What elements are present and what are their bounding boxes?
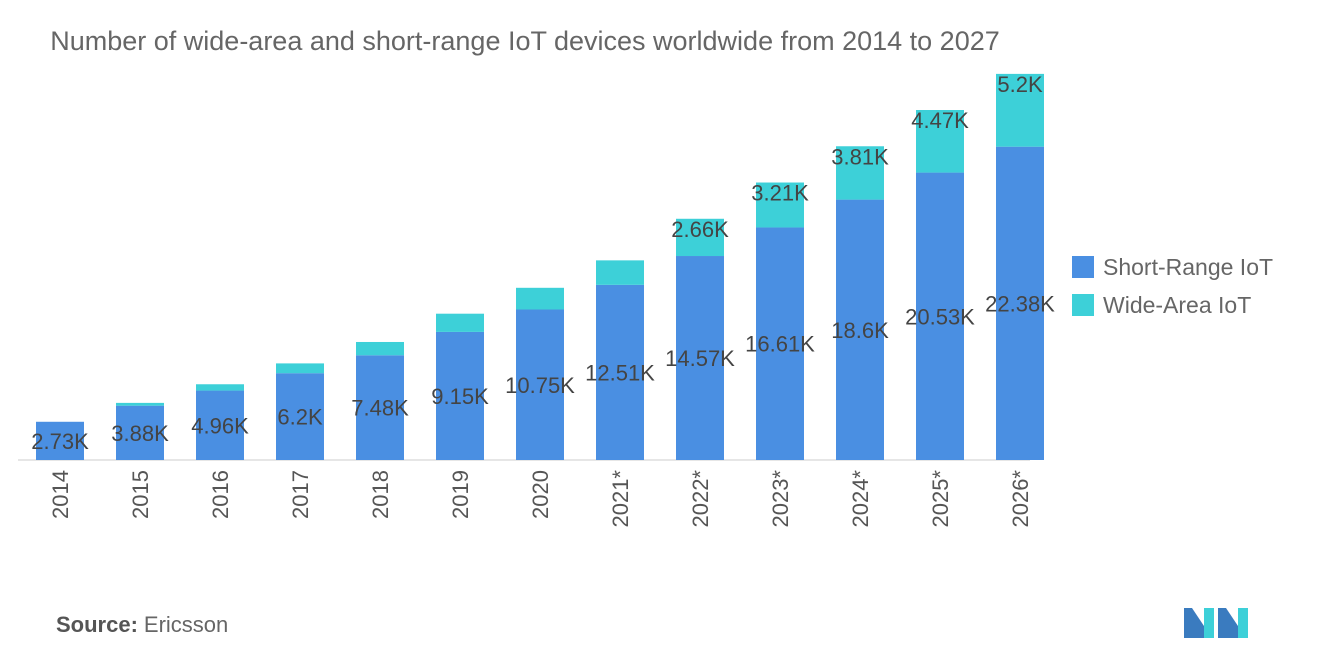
x-tick-label-11: 2025*: [928, 470, 953, 528]
label-short-range-1: 3.88K: [111, 421, 169, 446]
label-wide-area-10: 3.81K: [831, 144, 889, 169]
label-short-range-2: 4.96K: [191, 413, 249, 438]
x-tick-labels-group: 2014 2015 2016 2017 2018 2019 2020 2021* 2022* 20…: [48, 470, 1033, 528]
x-tick-label-2: 2016: [208, 470, 233, 519]
bar-short-range-4: [356, 355, 404, 460]
brand-logo-icon: [1184, 608, 1248, 638]
legend: Short-Range IoT Wide-Area IoT: [1072, 254, 1273, 318]
label-short-range-8: 14.57K: [665, 346, 735, 371]
bar-wide-area-8: [676, 218, 724, 257]
x-tick-label-8: 2022*: [688, 470, 713, 528]
bar-wide-area-12: [996, 73, 1044, 147]
x-tick-label-3: 2017: [288, 470, 313, 519]
label-short-range-12: 22.38K: [985, 291, 1055, 316]
bar-short-range-2: [196, 390, 244, 460]
legend-swatch-short-range: [1072, 256, 1094, 278]
bars-group: [36, 73, 1044, 460]
label-short-range-0: 2.73K: [31, 429, 89, 454]
x-tick-label-12: 2026*: [1008, 470, 1033, 528]
source-value: Ericsson: [143, 612, 229, 637]
source-note: Source: Ericsson: [56, 612, 228, 638]
x-tick-label-6: 2020: [528, 470, 553, 519]
label-short-range-7: 12.51K: [585, 360, 655, 385]
bar-wide-area-6: [516, 287, 564, 310]
bar-short-range-10: [836, 199, 884, 460]
bar-short-range-5: [436, 331, 484, 460]
label-short-range-4: 7.48K: [351, 396, 409, 421]
bar-short-range-6: [516, 309, 564, 460]
bar-wide-area-1: [116, 402, 164, 406]
legend-swatch-wide-area: [1072, 294, 1094, 316]
bar-short-range-8: [676, 256, 724, 460]
bar-short-range-1: [116, 405, 164, 460]
label-short-range-11: 20.53K: [905, 304, 975, 329]
x-tick-label-10: 2024*: [848, 470, 873, 528]
legend-label-wide-area: Wide-Area IoT: [1103, 292, 1251, 318]
bar-wide-area-3: [276, 363, 324, 374]
label-wide-area-12: 5.2K: [997, 72, 1043, 97]
label-short-range-10: 18.6K: [831, 318, 889, 343]
bar-short-range-7: [596, 284, 644, 460]
bar-wide-area-4: [356, 341, 404, 356]
bar-short-range-11: [916, 172, 964, 460]
x-tick-label-9: 2023*: [768, 470, 793, 528]
label-wide-area-11: 4.47K: [911, 108, 969, 133]
bar-wide-area-5: [436, 313, 484, 332]
legend-label-short-range: Short-Range IoT: [1103, 254, 1273, 280]
bar-wide-area-2: [196, 384, 244, 391]
label-wide-area-8: 2.66K: [671, 217, 729, 242]
bar-short-range-0: [36, 421, 84, 460]
label-short-range-3: 6.2K: [277, 405, 323, 430]
bar-wide-area-10: [836, 146, 884, 200]
x-tick-label-5: 2019: [448, 470, 473, 519]
bar-wide-area-7: [596, 260, 644, 285]
bar-short-range-9: [756, 227, 804, 460]
bar-short-range-12: [996, 146, 1044, 460]
x-tick-label-1: 2015: [128, 470, 153, 519]
label-short-range-6: 10.75K: [505, 373, 575, 398]
bar-wide-area-11: [916, 110, 964, 173]
bar-wide-area-9: [756, 182, 804, 228]
bar-short-range-3: [276, 373, 324, 460]
stacked-bar-chart: 2.73K 3.88K 4.96K 6.2K 7.48K 9.15K 10.75K 12.51…: [18, 72, 1273, 528]
chart-title: Number of wide-area and short-range IoT …: [50, 26, 1000, 56]
source-label: Source:: [56, 612, 138, 637]
x-tick-label-4: 2018: [368, 470, 393, 519]
label-wide-area-9: 3.21K: [751, 181, 809, 206]
x-tick-label-7: 2021*: [608, 470, 633, 528]
value-labels-group: 2.73K 3.88K 4.96K 6.2K 7.48K 9.15K 10.75K 12.51…: [31, 72, 1055, 454]
x-tick-label-0: 2014: [48, 470, 73, 519]
label-short-range-9: 16.61K: [745, 332, 815, 357]
label-short-range-5: 9.15K: [431, 384, 489, 409]
